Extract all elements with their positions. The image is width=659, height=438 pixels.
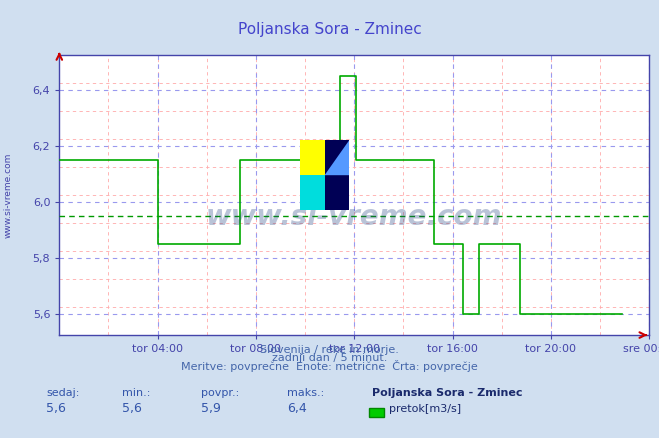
Text: 5,6: 5,6 (122, 402, 142, 415)
Polygon shape (300, 140, 325, 175)
Text: povpr.:: povpr.: (201, 389, 239, 399)
Text: Poljanska Sora - Zminec: Poljanska Sora - Zminec (238, 22, 421, 37)
Text: zadnji dan / 5 minut.: zadnji dan / 5 minut. (272, 353, 387, 364)
Text: 5,6: 5,6 (46, 402, 66, 415)
Polygon shape (325, 140, 349, 175)
Polygon shape (300, 175, 325, 210)
Text: 6,4: 6,4 (287, 402, 306, 415)
Text: www.si-vreme.com: www.si-vreme.com (206, 203, 502, 231)
Text: min.:: min.: (122, 389, 150, 399)
Text: sedaj:: sedaj: (46, 389, 80, 399)
Polygon shape (325, 140, 349, 210)
Text: maks.:: maks.: (287, 389, 324, 399)
Text: Meritve: povprečne  Enote: metrične  Črta: povprečje: Meritve: povprečne Enote: metrične Črta:… (181, 360, 478, 372)
Text: Slovenija / reke in morje.: Slovenija / reke in morje. (260, 345, 399, 355)
Text: Poljanska Sora - Zminec: Poljanska Sora - Zminec (372, 389, 523, 399)
Text: 5,9: 5,9 (201, 402, 221, 415)
Text: www.si-vreme.com: www.si-vreme.com (3, 152, 13, 237)
Text: pretok[m3/s]: pretok[m3/s] (389, 404, 461, 414)
